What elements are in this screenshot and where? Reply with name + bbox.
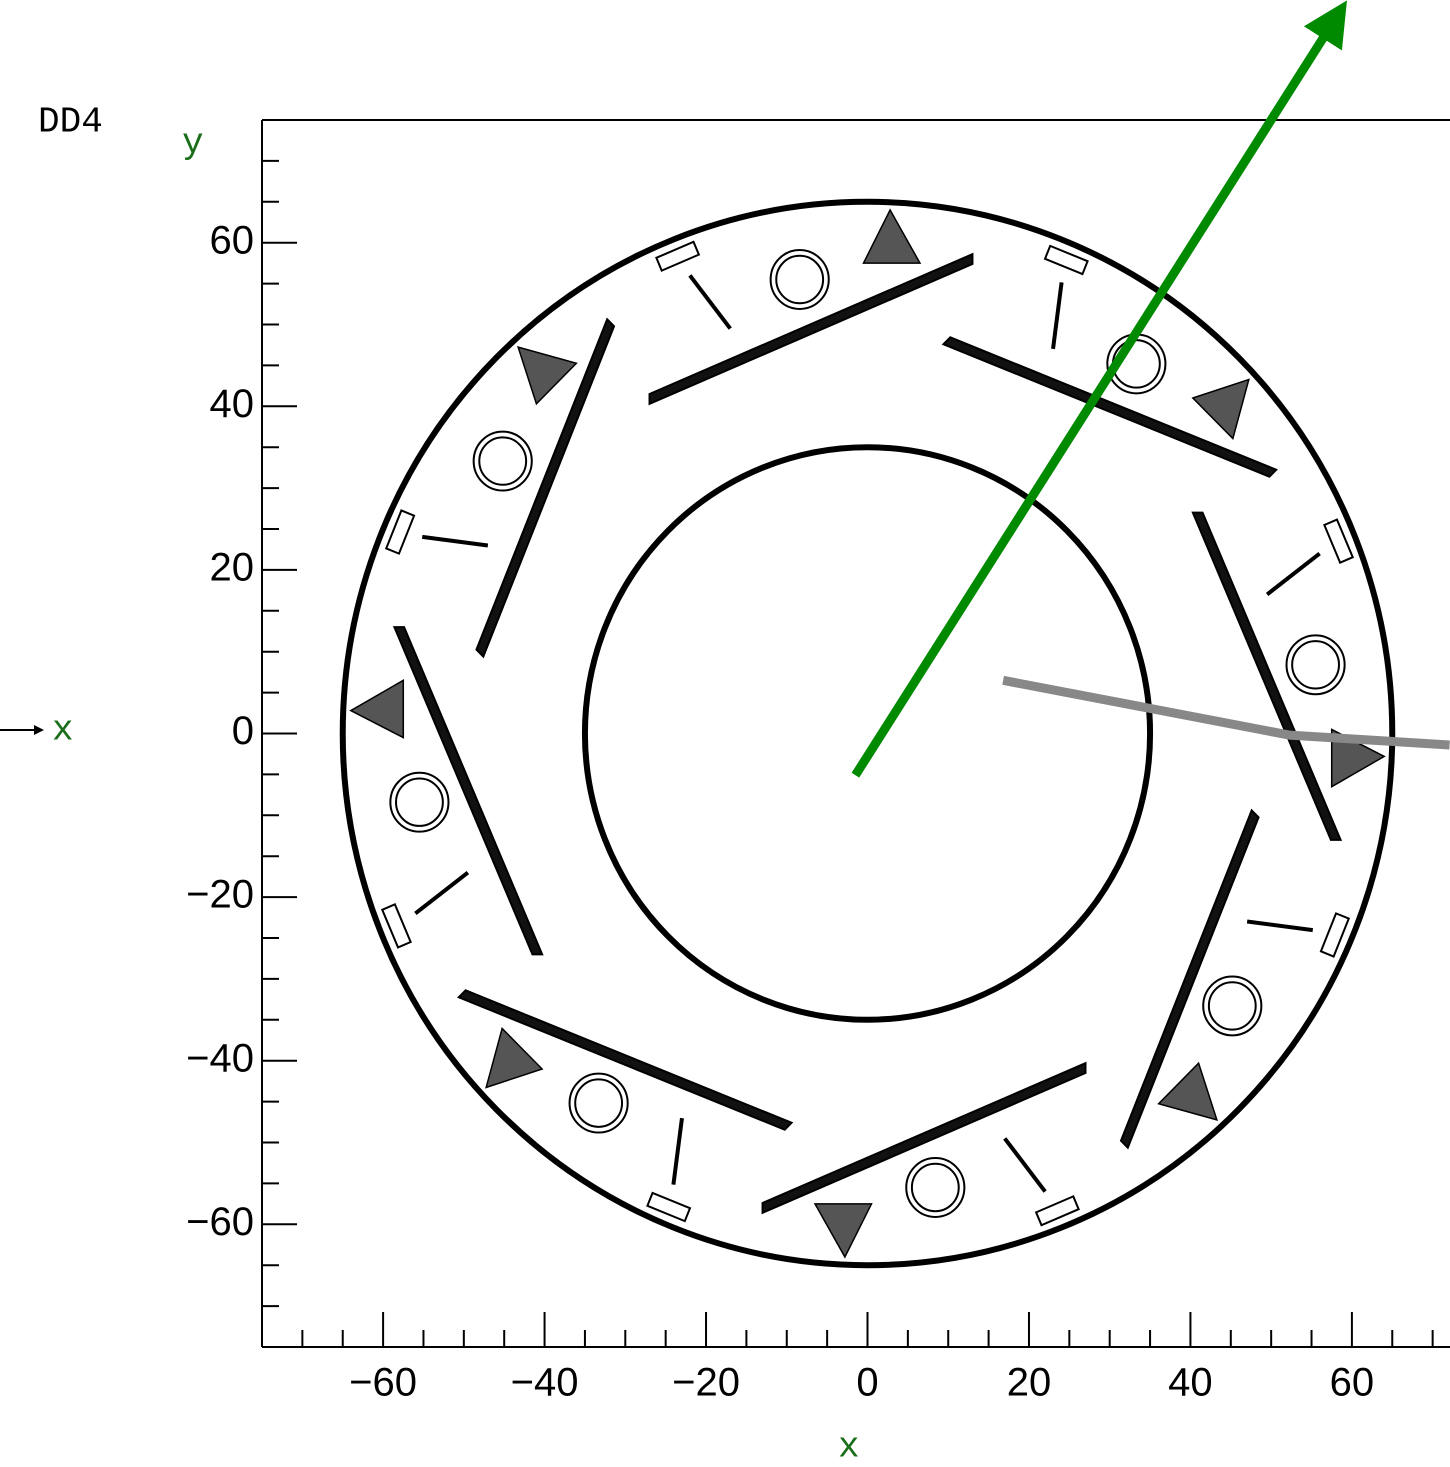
x-tick-label: 40 [1168,1361,1213,1405]
y-tick-label: −60 [186,1200,254,1244]
module [650,210,973,404]
chart-title: DD4 [38,102,103,143]
detector-modules [348,207,1387,1260]
x-tick-label: −40 [511,1361,579,1405]
module [943,207,1307,575]
ring [585,447,1150,1020]
x-tick-label: 60 [1330,1361,1375,1405]
x-tick-label: −20 [672,1361,740,1405]
y-tick-label: 20 [210,545,255,589]
module [1023,810,1387,1178]
y-tick-label: −20 [186,873,254,917]
x-axis-label: x [838,1427,860,1467]
module [351,627,542,954]
x-tick-label: 20 [1007,1361,1052,1405]
module [1193,513,1384,840]
module [763,1063,1086,1257]
x-tick-label: 0 [856,1361,878,1405]
axis-indicator-label: x [52,710,74,751]
y-axis-label: y [182,123,204,164]
axis-indicator-head [34,725,44,735]
y-tick-label: 40 [210,382,255,426]
y-tick-label: 60 [210,218,255,262]
ring [343,202,1393,1265]
x-tick-label: −60 [349,1361,417,1405]
module [428,891,792,1259]
y-tick-label: 0 [232,709,254,753]
chart: DD4 x y x −60 −40 −20 0 20 40 60 −60 −40 −20 0 20 40… [0,0,1450,1467]
track [1003,680,1449,745]
module [348,288,712,656]
y-tick-label: −40 [186,1036,254,1080]
